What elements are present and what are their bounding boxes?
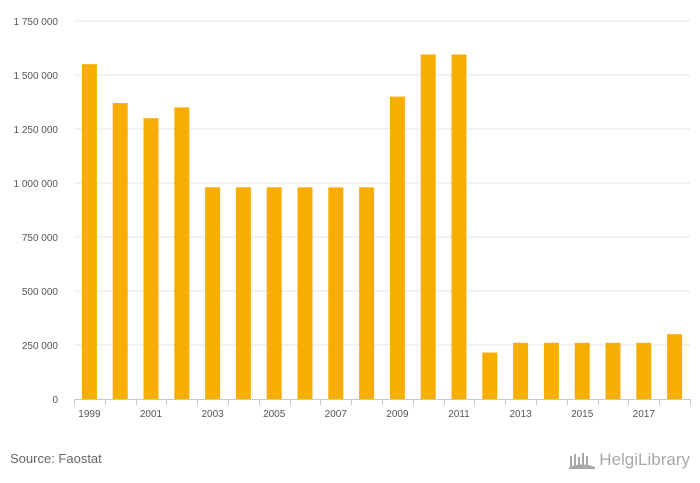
y-tick-label: 1 500 000 xyxy=(14,71,59,82)
bar-2002[interactable] xyxy=(174,107,190,400)
bar-1999[interactable] xyxy=(81,64,97,399)
y-tick-label: 500 000 xyxy=(22,287,59,298)
x-tick-label: 2009 xyxy=(386,409,409,420)
bar-2004[interactable] xyxy=(235,187,251,399)
y-tick-label: 0 xyxy=(52,395,58,406)
source-caption: Source: Faostat xyxy=(10,451,102,466)
brand-name: HelgiLibrary xyxy=(599,450,690,469)
bar-2010[interactable] xyxy=(420,54,436,399)
bar-2011[interactable] xyxy=(451,54,467,399)
bar-2015[interactable] xyxy=(574,342,590,399)
gridlines xyxy=(74,20,690,346)
x-tick-label: 2015 xyxy=(571,409,594,420)
bars xyxy=(81,54,683,400)
bar-2013[interactable] xyxy=(513,342,529,399)
y-tick-label: 750 000 xyxy=(22,233,59,244)
bar-2014[interactable] xyxy=(543,342,559,399)
x-axis-labels: 1999 2001 2003 2005 2007 2009 2011 2013 2015 2017 xyxy=(78,409,655,420)
x-tick-label: 2011 xyxy=(448,409,470,420)
x-tick-label: 2013 xyxy=(509,409,532,420)
bar-2006[interactable] xyxy=(297,187,313,399)
bar-2017[interactable] xyxy=(636,342,652,399)
x-tick-label: 1999 xyxy=(78,409,101,420)
y-tick-label: 1 000 000 xyxy=(14,179,59,190)
y-tick-label: 1 750 000 xyxy=(14,17,59,28)
bar-2003[interactable] xyxy=(205,187,221,399)
y-axis-labels: 0 250 000 500 000 750 000 1 000 000 1 250 000… xyxy=(14,17,59,406)
x-tick-label: 2017 xyxy=(633,409,656,420)
brand-logo[interactable]: HelgiLibrary xyxy=(569,448,690,472)
x-tick-label: 2005 xyxy=(263,409,286,420)
bar-2016[interactable] xyxy=(605,342,621,399)
bar-2007[interactable] xyxy=(328,187,344,399)
x-tick-label: 2003 xyxy=(201,409,224,420)
library-icon xyxy=(569,453,596,469)
bar-2008[interactable] xyxy=(359,187,375,399)
y-tick-label: 250 000 xyxy=(22,341,59,352)
bar-2012[interactable] xyxy=(482,352,498,399)
bar-2018[interactable] xyxy=(667,334,683,399)
y-tick-label: 1 250 000 xyxy=(14,125,59,136)
bar-2009[interactable] xyxy=(389,96,405,399)
bar-2000[interactable] xyxy=(112,103,128,399)
x-tick-label: 2001 xyxy=(140,409,163,420)
bar-2001[interactable] xyxy=(143,118,159,399)
x-axis xyxy=(74,399,691,405)
x-tick-label: 2007 xyxy=(325,409,348,420)
bar-2005[interactable] xyxy=(266,187,282,399)
